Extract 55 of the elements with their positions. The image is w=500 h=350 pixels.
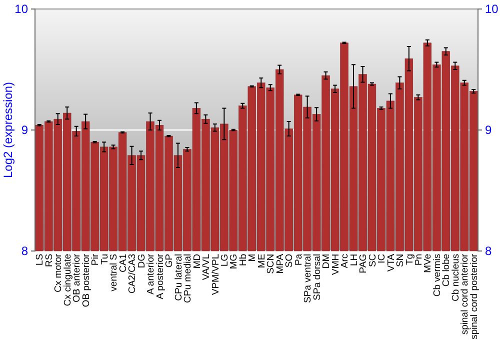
x-tick-label: MG <box>228 254 240 270</box>
x-tick-label: OB posterior <box>80 254 92 308</box>
x-tick-label: Hb <box>238 254 249 266</box>
x-tick-label: Cb lobe <box>441 254 452 287</box>
x-tick-label: OB anterior <box>72 254 83 302</box>
x-tick-label: spinal cord anterior <box>460 254 471 335</box>
y2-tick-label: 10 <box>485 2 499 16</box>
x-tick-label: CA1 <box>118 254 129 272</box>
x-tick-label: SPa dorsal <box>312 254 323 300</box>
x-tick-label: MPA <box>274 253 286 274</box>
x-tick-label: RS <box>44 254 55 268</box>
x-tick-label: VMH <box>330 254 342 275</box>
x-tick-label: Cb nucleus <box>450 254 462 302</box>
x-tick-label: CPu medial <box>182 254 194 303</box>
x-tick-label: ventral S <box>108 254 120 292</box>
x-tick-label: PAG <box>358 254 370 274</box>
x-tick-label: CPu lateral <box>173 254 184 301</box>
x-tick-label: ME <box>256 254 268 268</box>
x-tick-label: LS <box>34 254 46 266</box>
x-tick-label: GP <box>164 254 176 268</box>
x-tick-label: LH <box>348 254 360 266</box>
x-tick-label: MVe <box>422 254 434 273</box>
x-tick-label: MD <box>192 254 203 269</box>
x-tick-label: VTA <box>386 253 397 272</box>
x-tick-label: SPa ventral <box>302 254 314 303</box>
x-tick-label: IC <box>376 254 388 264</box>
y-axis-title: Log2 (expression) <box>1 82 15 178</box>
x-tick-label: SCN <box>266 254 277 274</box>
y-tick-label: 9 <box>21 122 28 137</box>
x-tick-label: DM <box>321 254 332 269</box>
x-tick-label: Tu <box>99 254 110 265</box>
x-tick-label: SC <box>367 254 378 268</box>
x-tick-label: Pir <box>90 254 102 266</box>
x-tick-label: A posterior <box>154 254 166 300</box>
x-tick-label: spinal cord posterior <box>468 254 480 340</box>
x-tick-label: CA2/CA3 <box>127 254 138 294</box>
x-tick-label: VPM/VPL <box>210 254 222 296</box>
x-tick-label: A anterior <box>146 254 157 295</box>
y-tick-label: 8 <box>21 244 28 258</box>
x-tick-label: Cx cingulate <box>62 254 74 306</box>
x-tick-label: VA/VL <box>201 254 212 280</box>
x-tick-label: Cx motor <box>53 254 64 292</box>
y2-tick-label: 8 <box>485 244 492 258</box>
x-tick-label: Arc <box>340 254 351 268</box>
x-tick-label: SO <box>284 254 296 268</box>
y-tick-label: 10 <box>14 2 28 16</box>
x-tick-label: DG <box>136 254 148 268</box>
x-tick-label: Pa <box>293 253 304 266</box>
x-tick-label: LG <box>219 254 230 267</box>
y2-tick-label: 9 <box>485 122 492 137</box>
x-tick-label: SN <box>395 254 406 268</box>
x-tick-label: Pn <box>414 254 425 266</box>
x-tick-label: Tg <box>404 254 416 265</box>
x-tick-label: Cb vermis <box>432 254 443 297</box>
x-tick-label: M <box>247 254 258 262</box>
